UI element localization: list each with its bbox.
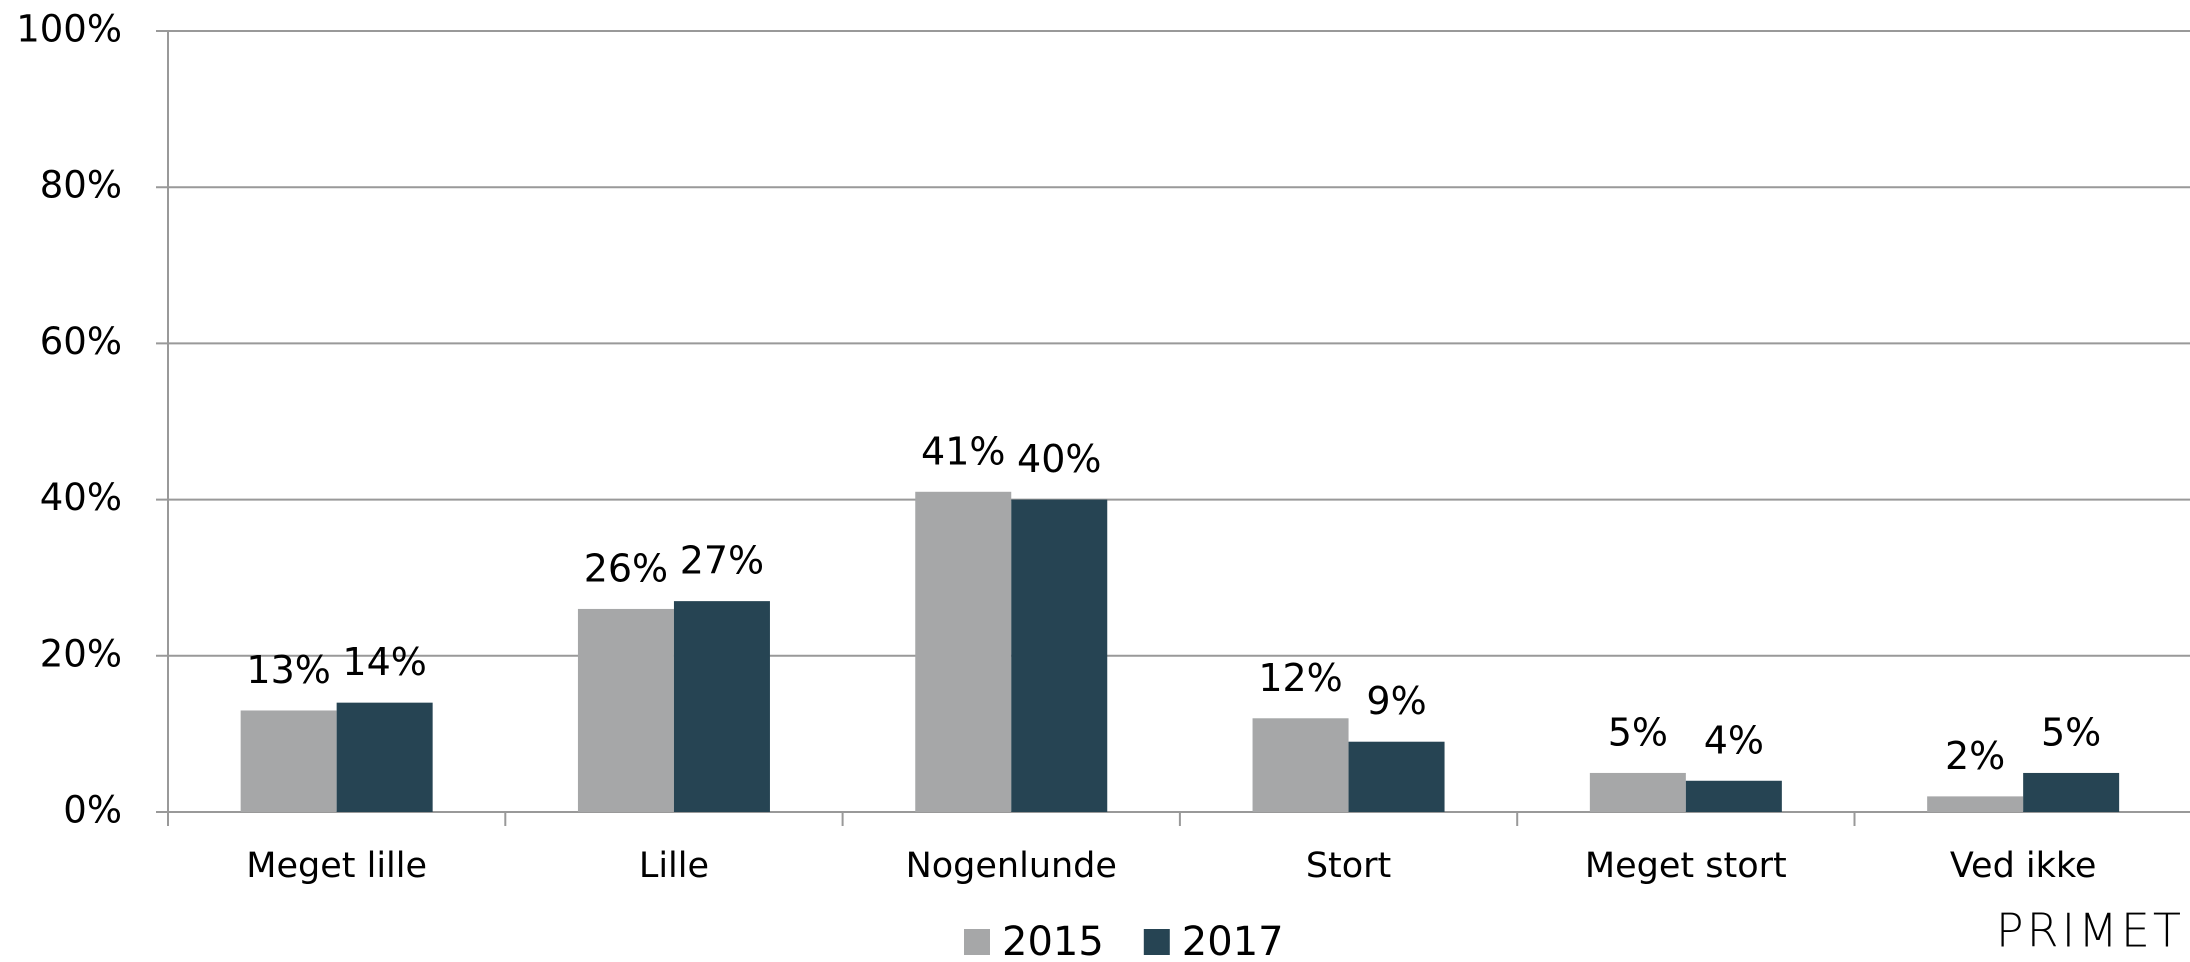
data-label: 13% bbox=[246, 648, 330, 692]
bar bbox=[1252, 718, 1349, 812]
x-tick-label: Nogenlunde bbox=[906, 846, 1117, 886]
legend-label: 2015 bbox=[1002, 919, 1104, 962]
bar bbox=[577, 608, 674, 812]
bar bbox=[1589, 772, 1686, 812]
bar bbox=[1348, 741, 1445, 812]
bar bbox=[673, 601, 770, 812]
legend-swatch bbox=[1143, 929, 1170, 955]
y-tick-label: 0% bbox=[63, 789, 122, 832]
bar bbox=[240, 710, 337, 812]
data-label: 9% bbox=[1366, 679, 1426, 723]
bar bbox=[1685, 780, 1782, 812]
x-tick-label: Meget stort bbox=[1585, 846, 1787, 886]
y-tick-label: 100% bbox=[16, 8, 122, 51]
legend-swatch bbox=[964, 929, 990, 955]
y-tick-label: 40% bbox=[40, 476, 122, 519]
logo: PRIMET bbox=[1996, 904, 2184, 958]
x-tick-label: Stort bbox=[1306, 846, 1391, 886]
x-tick-label: Ved ikke bbox=[1950, 846, 2097, 886]
x-tick-label: Lille bbox=[639, 846, 709, 886]
data-label: 26% bbox=[584, 546, 668, 590]
data-label: 40% bbox=[1017, 437, 1101, 481]
x-tick-label: Meget lille bbox=[246, 846, 427, 886]
data-label: 12% bbox=[1258, 656, 1342, 700]
y-tick-label: 20% bbox=[40, 632, 122, 675]
data-label: 14% bbox=[342, 640, 426, 684]
bar bbox=[915, 491, 1012, 812]
data-label: 2% bbox=[1945, 734, 2005, 778]
y-tick-label: 60% bbox=[40, 320, 122, 363]
bar bbox=[336, 702, 433, 812]
y-tick-label: 80% bbox=[40, 164, 122, 207]
data-label: 41% bbox=[921, 429, 1005, 473]
data-label: 27% bbox=[680, 539, 764, 583]
legend-label: 2017 bbox=[1182, 919, 1284, 962]
data-label: 5% bbox=[2041, 710, 2101, 754]
bar bbox=[1927, 796, 2024, 812]
bar bbox=[2023, 772, 2120, 812]
bar bbox=[1011, 499, 1108, 812]
data-label: 4% bbox=[1704, 718, 1764, 762]
data-label: 5% bbox=[1608, 710, 1668, 754]
